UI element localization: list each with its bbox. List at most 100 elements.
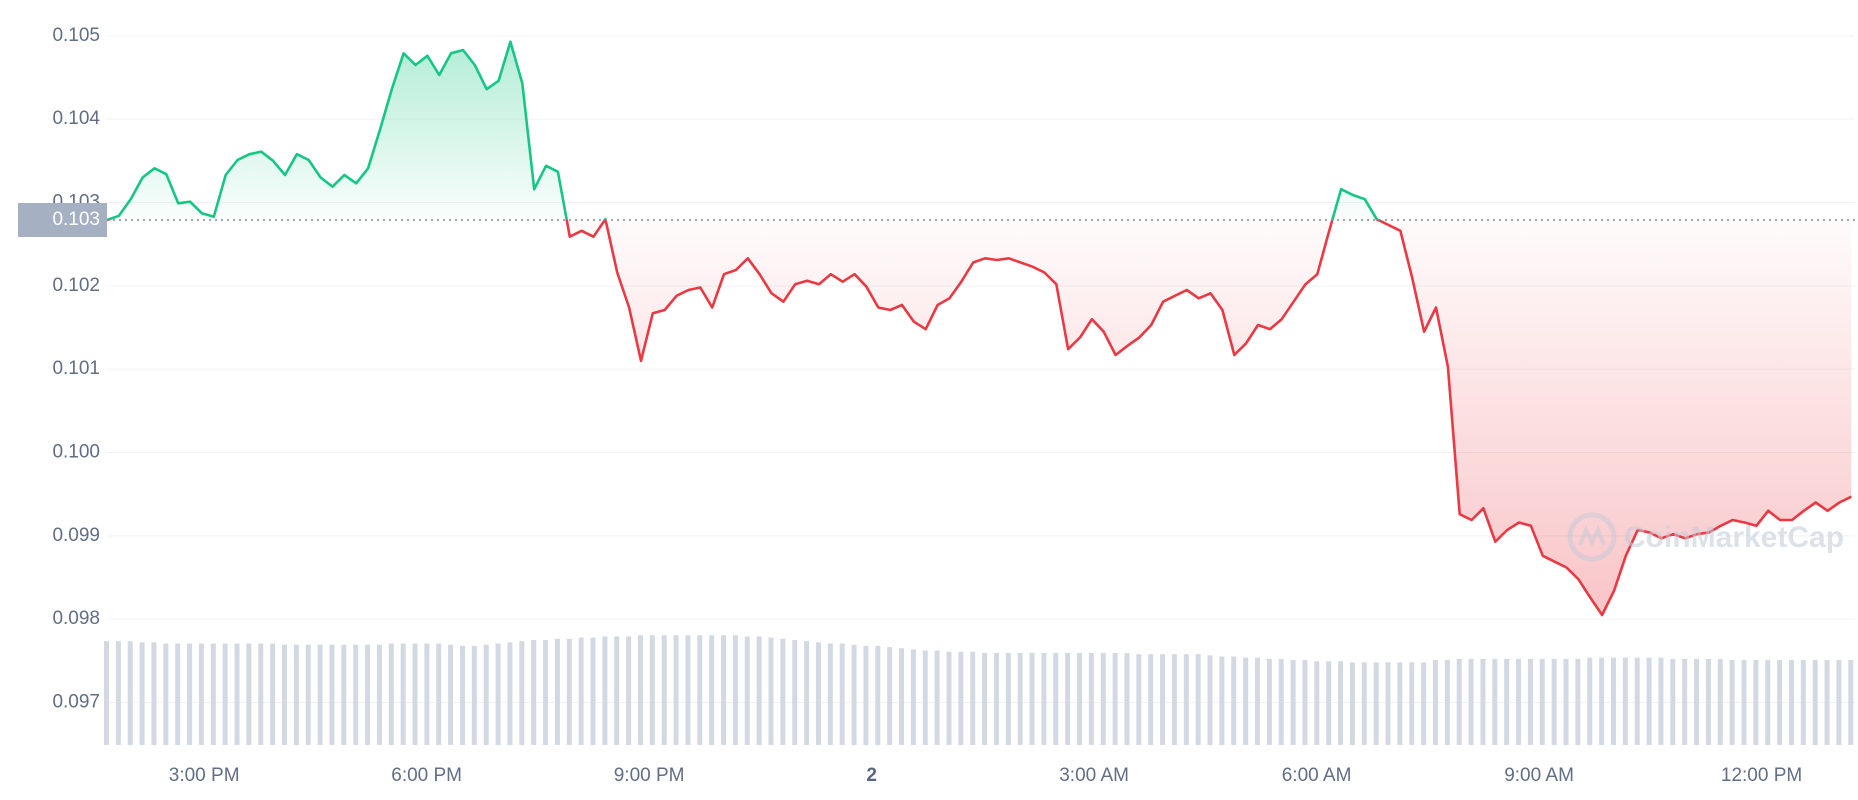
volume-bar — [1361, 662, 1367, 745]
x-tick-label: 3:00 PM — [169, 765, 240, 786]
volume-bar — [341, 644, 347, 745]
volume-bar — [1029, 652, 1035, 745]
volume-bar — [1005, 652, 1011, 745]
volume-bar — [1670, 658, 1676, 745]
volume-bar — [899, 648, 905, 745]
volume-bar — [293, 644, 299, 745]
volume-bar — [756, 636, 762, 745]
volume-bar — [1563, 658, 1569, 745]
volume-bar — [1492, 658, 1498, 745]
volume-bar — [412, 643, 418, 745]
volume-bar — [1468, 658, 1474, 745]
x-tick-label: 6:00 PM — [391, 765, 462, 786]
y-tick-label: 0.104 — [52, 108, 100, 129]
y-tick-label: 0.100 — [52, 442, 100, 463]
volume-bar — [1824, 660, 1830, 745]
volume-bar — [104, 641, 109, 745]
y-tick-label: 0.105 — [52, 25, 100, 46]
volume-bar — [222, 643, 228, 745]
volume-bar — [709, 635, 715, 745]
x-tick-label: 6:00 AM — [1282, 765, 1352, 786]
volume-bar — [353, 644, 359, 745]
volume-bar — [1053, 652, 1059, 745]
volume-bar — [305, 644, 311, 745]
volume-bar — [1599, 657, 1605, 745]
volume-bar — [459, 645, 465, 745]
volume-bar — [424, 643, 430, 745]
volume-bar — [436, 643, 442, 745]
volume-bar — [1349, 662, 1355, 745]
volume-bar — [1504, 658, 1510, 745]
volume-bar — [139, 642, 145, 745]
volume-bar — [115, 641, 121, 745]
volume-bar — [281, 644, 287, 745]
volume-bar — [1646, 657, 1652, 745]
volume-bar — [982, 652, 988, 745]
volume-bar — [1575, 658, 1581, 745]
volume-bar — [1266, 658, 1272, 745]
volume-bar — [210, 643, 216, 745]
volume-bar — [1729, 660, 1735, 745]
volume-bar — [329, 644, 335, 745]
volume-bar — [1800, 660, 1806, 745]
volume-bar — [365, 644, 371, 745]
volume-bar — [1777, 660, 1783, 745]
y-tick-label: 0.099 — [52, 525, 100, 546]
price-line-up — [106, 40, 1382, 220]
volume-bar — [388, 643, 394, 745]
volume-bar — [317, 644, 323, 745]
volume-bar — [732, 635, 738, 745]
volume-bar — [1278, 658, 1284, 745]
volume-bar — [590, 637, 596, 745]
volume-bar — [471, 645, 477, 745]
volume-bar — [1088, 652, 1094, 745]
x-tick-label: 9:00 PM — [614, 765, 685, 786]
volume-bar — [531, 639, 537, 745]
area-down — [107, 220, 1852, 615]
volume-bar — [685, 635, 691, 745]
volume-bar — [127, 641, 133, 745]
volume-bar — [1753, 660, 1759, 745]
volume-bar — [151, 642, 157, 745]
volume-bar — [887, 647, 893, 745]
volume-bar — [1836, 660, 1842, 745]
volume-bar — [1112, 652, 1118, 745]
volume-bar — [1741, 660, 1747, 745]
volume-bar — [1195, 654, 1201, 745]
volume-bar — [1539, 658, 1545, 745]
volume-bar — [1314, 661, 1320, 745]
volume-bar — [1682, 658, 1688, 745]
watermark: CoinMarketCap — [1624, 521, 1844, 554]
y-tick-label: 0.102 — [52, 275, 100, 296]
volume-bar — [1385, 662, 1391, 745]
volume-bar — [234, 643, 240, 745]
volume-bar — [1243, 657, 1249, 745]
volume-bar — [1160, 654, 1166, 745]
volume-bar — [934, 650, 940, 745]
price-line-down — [107, 220, 1852, 617]
volume-bar — [863, 645, 869, 745]
volume-bar — [910, 649, 916, 745]
volume-bar — [1788, 660, 1794, 745]
volume-bar — [851, 644, 857, 745]
volume-bar — [1183, 654, 1189, 745]
volume-bar — [448, 644, 454, 745]
volume-bar — [495, 643, 501, 745]
volume-bar — [507, 642, 513, 745]
volume-bar — [1694, 658, 1700, 745]
volume-bar — [922, 650, 928, 745]
volume-bar — [175, 643, 181, 745]
x-tick-label: 3:00 AM — [1059, 765, 1129, 786]
volume-bar — [1527, 658, 1533, 745]
volume-bar — [673, 635, 679, 745]
volume-bar — [1480, 658, 1486, 745]
reference-label-box — [18, 203, 107, 237]
volume-bar — [1444, 660, 1450, 745]
volume-bar — [1397, 662, 1403, 745]
volume-bar — [1848, 660, 1854, 745]
y-tick-label: 0.098 — [52, 608, 100, 629]
volume-bar — [1231, 656, 1237, 745]
volume-bar — [1219, 656, 1225, 745]
volume-bar — [1017, 652, 1023, 745]
